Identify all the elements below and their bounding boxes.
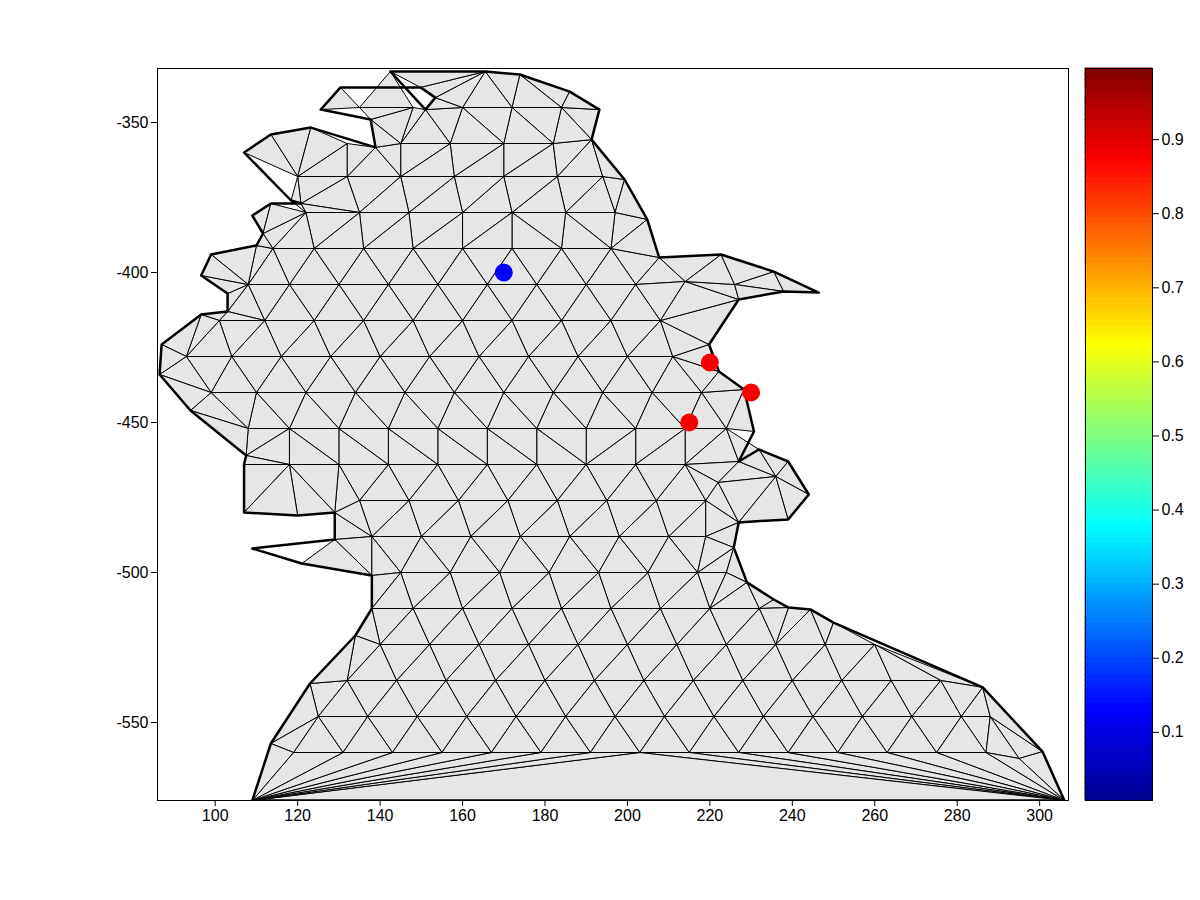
svg-text:0.7: 0.7 (1162, 279, 1184, 296)
svg-text:-550: -550 (116, 714, 148, 731)
svg-text:100: 100 (202, 807, 229, 824)
svg-text:120: 120 (284, 807, 311, 824)
svg-text:200: 200 (614, 807, 641, 824)
svg-text:-500: -500 (116, 564, 148, 581)
svg-text:0.9: 0.9 (1162, 131, 1184, 148)
svg-text:160: 160 (449, 807, 476, 824)
svg-text:-450: -450 (116, 414, 148, 431)
svg-text:0.3: 0.3 (1162, 575, 1184, 592)
svg-text:0.6: 0.6 (1162, 353, 1184, 370)
svg-text:140: 140 (367, 807, 394, 824)
svg-text:220: 220 (697, 807, 724, 824)
svg-text:300: 300 (1026, 807, 1053, 824)
svg-text:-350: -350 (116, 114, 148, 131)
svg-text:-400: -400 (116, 264, 148, 281)
svg-text:0.8: 0.8 (1162, 205, 1184, 222)
svg-text:180: 180 (532, 807, 559, 824)
svg-text:0.5: 0.5 (1162, 427, 1184, 444)
svg-text:260: 260 (861, 807, 888, 824)
svg-text:280: 280 (944, 807, 971, 824)
svg-text:0.4: 0.4 (1162, 501, 1184, 518)
svg-text:0.1: 0.1 (1162, 723, 1184, 740)
svg-text:0.2: 0.2 (1162, 649, 1184, 666)
svg-text:240: 240 (779, 807, 806, 824)
